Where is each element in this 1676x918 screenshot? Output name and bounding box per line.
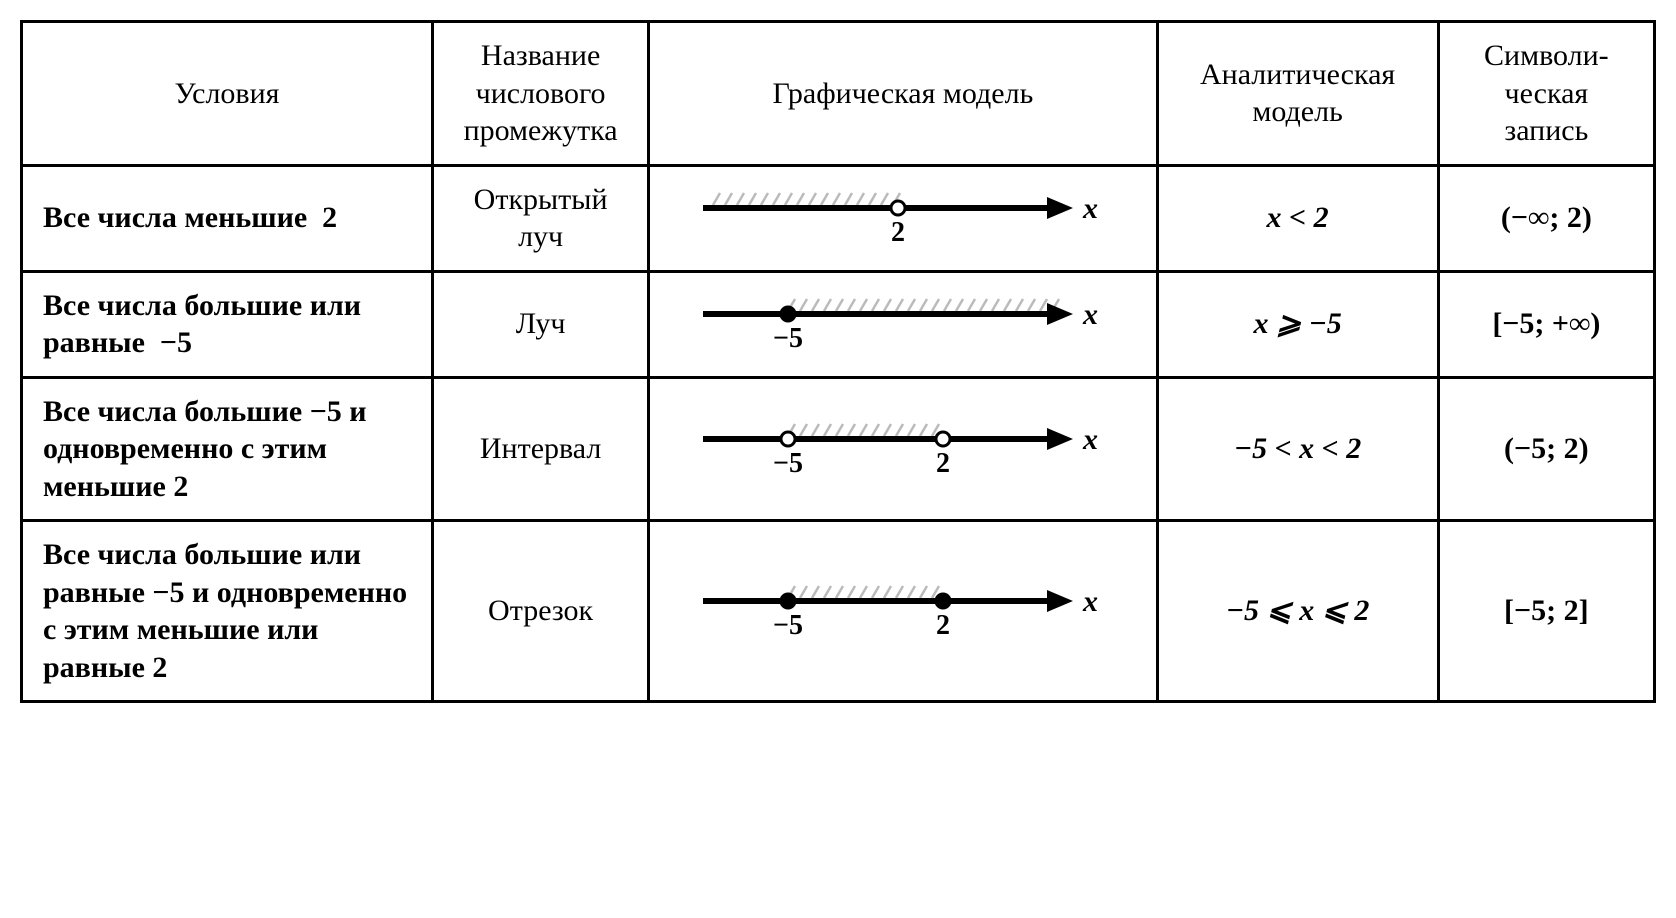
cell-condition: Все числа большие −5 и одновременно с эт… — [22, 377, 433, 521]
cell-interval-name: Отрезок — [432, 521, 648, 702]
interval-table: Условия Название числового промежутка Гр… — [20, 20, 1656, 703]
svg-text:−5: −5 — [773, 323, 803, 354]
cell-interval-name: Интервал — [432, 377, 648, 521]
cell-condition: Все числа меньшие 2 — [22, 165, 433, 271]
svg-text:2: 2 — [936, 448, 950, 479]
svg-text:x: x — [1082, 192, 1098, 225]
svg-text:−5: −5 — [773, 610, 803, 641]
table-head: Условия Название числового промежутка Гр… — [22, 22, 1655, 166]
header-interval-name: Название числового промежутка — [432, 22, 648, 166]
cell-symbolic-notation: (−5; 2) — [1438, 377, 1654, 521]
cell-symbolic-notation: [−5; 2] — [1438, 521, 1654, 702]
cell-condition: Все числа большие или равные −5 и одно­в… — [22, 521, 433, 702]
number-line-diagram: −5 2 x — [693, 414, 1113, 484]
svg-text:2: 2 — [891, 217, 905, 248]
svg-text:2: 2 — [936, 610, 950, 641]
svg-text:−5: −5 — [773, 448, 803, 479]
cell-symbolic-notation: (−∞; 2) — [1438, 165, 1654, 271]
cell-symbolic-notation: [−5; +∞) — [1438, 271, 1654, 377]
cell-analytic-model: x < 2 — [1157, 165, 1438, 271]
number-line-diagram: −5 x — [693, 289, 1113, 359]
cell-interval-name: Открытый луч — [432, 165, 648, 271]
svg-text:x: x — [1082, 585, 1098, 618]
cell-condition: Все числа большие или равные −5 — [22, 271, 433, 377]
table-row: Все числа большие или равные −5Луч −5 x x ⩾… — [22, 271, 1655, 377]
header-conditions: Условия — [22, 22, 433, 166]
cell-graphic-model: −5 x — [649, 271, 1157, 377]
table-row: Все числа большие или равные −5 и одно­в… — [22, 521, 1655, 702]
cell-analytic-model: x ⩾ −5 — [1157, 271, 1438, 377]
table-header-row: Условия Название числового промежутка Гр… — [22, 22, 1655, 166]
svg-text:x: x — [1082, 298, 1098, 331]
header-graphic-model: Графическая модель — [649, 22, 1157, 166]
table-body: Все числа меньшие 2Открытый луч2xx < 2(−… — [22, 165, 1655, 702]
cell-analytic-model: −5 ⩽ x ⩽ 2 — [1157, 521, 1438, 702]
number-line-diagram: −5 2 x — [693, 576, 1113, 646]
cell-analytic-model: −5 < x < 2 — [1157, 377, 1438, 521]
number-line-diagram: 2x — [693, 183, 1113, 253]
table-row: Все числа меньшие 2Открытый луч2xx < 2(−… — [22, 165, 1655, 271]
cell-graphic-model: −5 2 x — [649, 377, 1157, 521]
header-symbolic-notation: Символи­ческая запись — [1438, 22, 1654, 166]
svg-text:x: x — [1082, 423, 1098, 456]
header-analytic-model: Аналити­ческая модель — [1157, 22, 1438, 166]
table-row: Все числа большие −5 и одновременно с эт… — [22, 377, 1655, 521]
cell-graphic-model: 2x — [649, 165, 1157, 271]
cell-interval-name: Луч — [432, 271, 648, 377]
cell-graphic-model: −5 2 x — [649, 521, 1157, 702]
